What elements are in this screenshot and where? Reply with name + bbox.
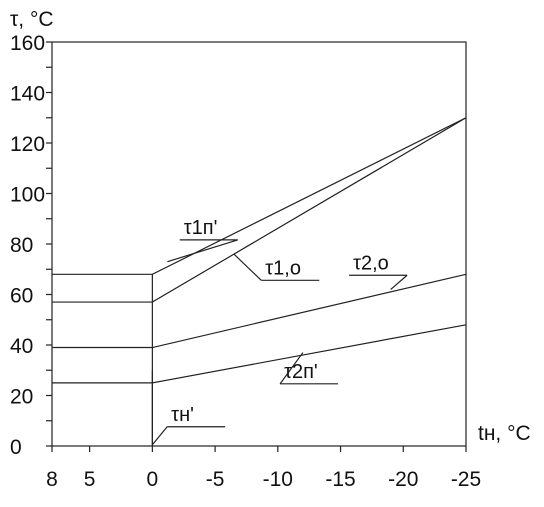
- y-tick-label: 40: [10, 335, 33, 358]
- y-tick-label: 80: [10, 234, 33, 257]
- annotation-leader-t1o: [233, 253, 262, 281]
- x-axis-label: tн, °C: [478, 422, 531, 445]
- y-tick-label: 140: [10, 83, 45, 106]
- x-tick-label: -10: [263, 468, 293, 491]
- y-tick-label: 120: [10, 133, 45, 156]
- x-tick-label: 0: [147, 468, 159, 491]
- annotation-leader-t2o: [390, 274, 408, 290]
- y-axis-label: τ, °C: [10, 8, 54, 31]
- annotation-leader-tn: [151, 426, 168, 446]
- y-tick-label: 160: [10, 32, 45, 55]
- x-tick-label: -5: [206, 468, 225, 491]
- x-tick-label: -20: [388, 468, 418, 491]
- annotation-label-t2o: τ2,о: [353, 252, 389, 274]
- series-line-t1n: [52, 117, 467, 275]
- plot-frame: [51, 41, 467, 447]
- x-axis-ticks: 8 5 0 -5 -10 -15 -20 -25: [46, 446, 481, 491]
- y-tick-label: 20: [10, 386, 33, 409]
- x-tick-label: -15: [325, 468, 355, 491]
- x-tick-label: -25: [451, 468, 481, 491]
- annotation-label-t1n: τ1п': [184, 217, 218, 239]
- y-tick-label: 60: [10, 285, 33, 308]
- y-tick-label: 100: [10, 184, 45, 207]
- annotation-label-t1o: τ1,о: [265, 257, 301, 279]
- plot-border: [51, 41, 467, 447]
- x-tick-label: 5: [84, 468, 96, 491]
- y-tick-label: 0: [10, 436, 22, 459]
- annotation-label-tn: τн': [171, 404, 194, 426]
- annotation-leader-t2n: [279, 352, 304, 385]
- y-axis-ticks: 0 20 40 60 80 100 120 140 160: [10, 32, 52, 459]
- series-lines: [52, 117, 467, 446]
- x-tick-label: 8: [46, 468, 58, 491]
- series-line-t2n: [52, 324, 467, 384]
- annotation-leader-t1n: [167, 239, 238, 263]
